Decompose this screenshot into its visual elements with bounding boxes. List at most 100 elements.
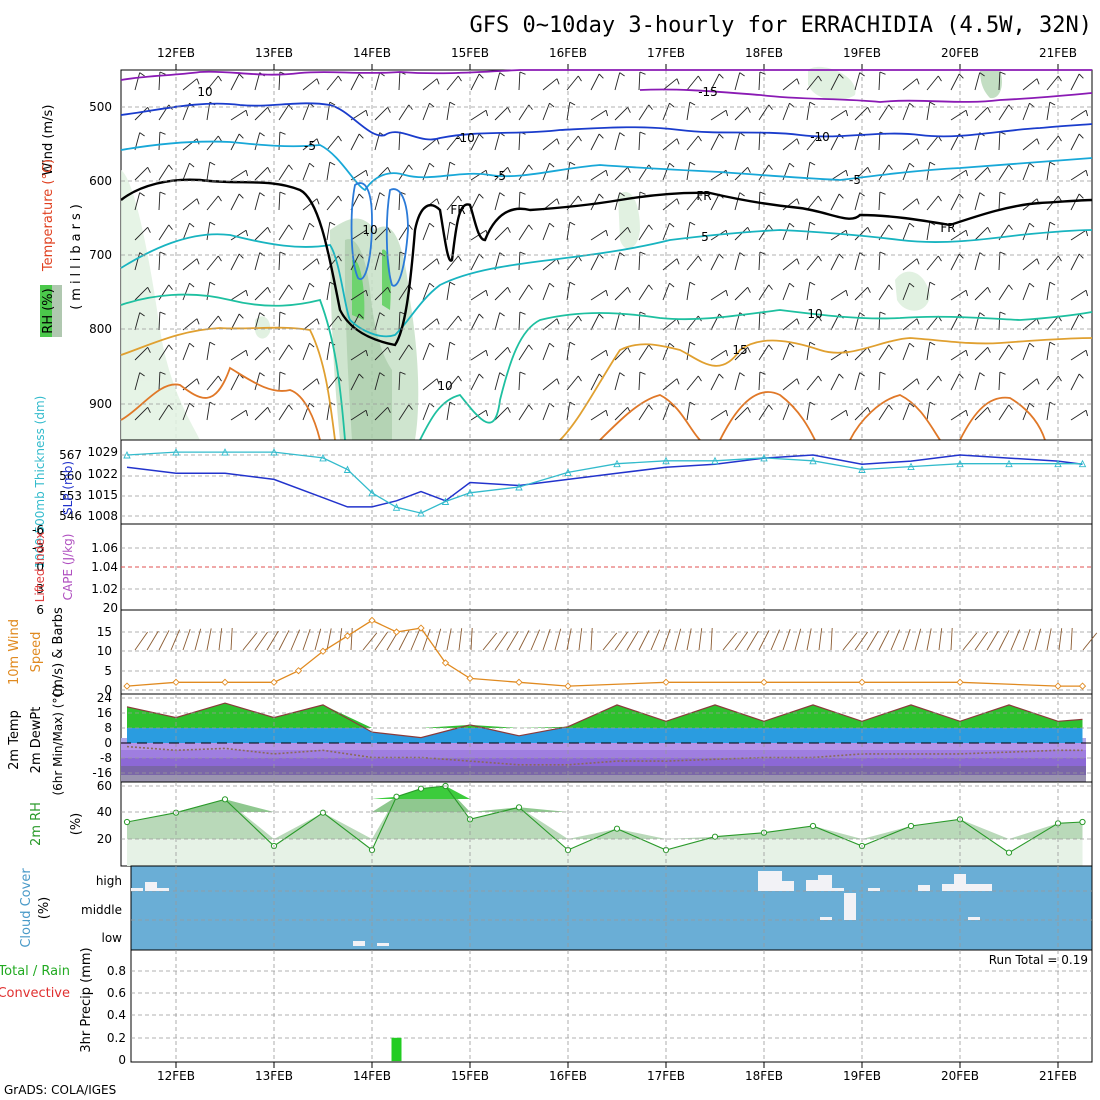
- cloud-block: [968, 917, 980, 920]
- wind-barb-shaft: [686, 255, 699, 271]
- wind-barb-flag: [436, 258, 440, 265]
- wind-barb-shaft: [830, 73, 840, 91]
- wind-barb-flag: [725, 110, 729, 117]
- wind-barb-shaft: [638, 284, 650, 301]
- wind-barb-shaft: [926, 102, 931, 121]
- wind-tick-label: 0: [104, 683, 112, 697]
- wind-barb-shaft: [206, 282, 211, 301]
- wind-barb-flag: [987, 407, 991, 413]
- wind-barb-shaft: [998, 284, 1010, 301]
- wind-barb-shaft: [950, 109, 967, 121]
- wind-barb-shaft: [758, 224, 770, 241]
- wind-barb-flag: [457, 315, 462, 322]
- wind-barb-shaft: [494, 346, 509, 361]
- wind-barb-shaft: [806, 162, 811, 181]
- wind10m-barb: [194, 628, 202, 651]
- wind-barb-flag: [718, 73, 724, 79]
- wind-barb-flag: [697, 135, 702, 142]
- wind-barb-shaft: [614, 166, 629, 181]
- wind-barb-flag: [937, 375, 942, 382]
- run-total: Run Total = 0.19: [989, 953, 1088, 967]
- wind-barb-flag: [499, 252, 505, 257]
- wind-barb-shaft: [782, 378, 798, 391]
- wind-barb-shaft: [374, 312, 381, 331]
- wind-barb-flag: [725, 410, 729, 417]
- wind-barb-flag: [909, 222, 915, 228]
- wind-barb-shaft: [254, 286, 269, 301]
- wind-barb-flag: [627, 227, 631, 233]
- wind-barb-flag: [627, 287, 631, 293]
- wind-barb-flag: [507, 167, 511, 173]
- wind-barb-shaft: [470, 349, 487, 361]
- wind-barb-flag: [879, 251, 886, 255]
- wind-speed-marker: [319, 647, 327, 655]
- wind-barb-flag: [337, 195, 342, 202]
- wind-barb-shaft: [374, 286, 389, 301]
- wind-barb-flag: [697, 75, 702, 82]
- wind-barb-flag: [937, 75, 942, 82]
- precip-tick-label: 0.4: [107, 1008, 126, 1022]
- wind-barb-shaft: [614, 72, 621, 91]
- wind-barb-shaft: [734, 192, 741, 211]
- wind10m-barb: [626, 630, 639, 651]
- wind-barb-flag: [507, 107, 511, 113]
- thickness-line: [126, 451, 1083, 514]
- wind10m-barb: [902, 629, 911, 651]
- wind10m-barb: [758, 630, 770, 651]
- wind-barb-shaft: [806, 282, 811, 301]
- wind-barb-shaft: [542, 343, 550, 361]
- top-date-label: 13FEB: [255, 46, 293, 60]
- wind-barb-flag: [556, 138, 560, 145]
- wind-barb-shaft: [566, 222, 571, 241]
- wind10m-barb: [566, 628, 572, 651]
- wind-barb-flag: [817, 195, 822, 202]
- wind-barb-flag: [627, 107, 631, 113]
- wind10m-barb: [350, 627, 353, 651]
- wind-barb-flag: [979, 312, 985, 317]
- ylabel-wind: Wind (m/s): [41, 105, 56, 176]
- contour-minus15: [120, 69, 1092, 81]
- wind-barb-shaft: [134, 252, 141, 271]
- wind-barb-shaft: [446, 222, 451, 241]
- wind-barb-shaft: [974, 252, 981, 271]
- precip-panel: 0.8 0.6 0.4 0.2 0 Run Total = 0.19 Total / R…: [0, 947, 1093, 1067]
- wind-barb-shaft: [590, 109, 607, 121]
- wind-barb-flag: [485, 290, 489, 297]
- wind-barb-shaft: [230, 253, 240, 271]
- wind-barb-shaft: [494, 372, 501, 391]
- wind-barb-flag: [999, 311, 1006, 315]
- wind-barb-shaft: [830, 373, 840, 391]
- wind-barb-flag: [288, 404, 293, 410]
- wind-barb-shaft: [734, 406, 749, 421]
- wind-barb-shaft: [278, 251, 281, 271]
- wind10m-barb: [638, 630, 650, 651]
- wind-barb-shaft: [638, 224, 650, 241]
- wind-barb-shaft: [614, 406, 629, 421]
- wind-barb-shaft: [710, 409, 727, 421]
- wind-barb-flag: [888, 164, 893, 170]
- wind-barb-flag: [958, 73, 964, 79]
- top-date-label: 16FEB: [549, 46, 587, 60]
- wind-barb-shaft: [878, 404, 890, 421]
- temp-tick-label: 8: [104, 721, 112, 735]
- wind10m-barb: [254, 631, 268, 651]
- wind10m-barb: [854, 631, 868, 651]
- wind-barb-flag: [245, 350, 249, 357]
- wind-barb-flag: [139, 312, 145, 317]
- wind-barb-flag: [1078, 193, 1084, 199]
- thickness-marker: [907, 462, 915, 471]
- wind-barb-shaft: [638, 371, 641, 391]
- wind-barb-shaft: [230, 313, 240, 331]
- wind-barb-flag: [577, 375, 582, 382]
- wind-barb-shaft: [686, 282, 691, 301]
- thickness-marker: [417, 509, 425, 517]
- wind-barb-shaft: [854, 226, 869, 241]
- wind-barb-shaft: [998, 191, 1001, 211]
- wind-barb-shaft: [590, 229, 607, 241]
- wind-barb-shaft: [302, 343, 310, 361]
- wind-barb-flag: [499, 192, 505, 197]
- wind-barb-shaft: [590, 409, 607, 421]
- contour-10b: [419, 309, 1093, 441]
- wind-barb-flag: [1057, 195, 1062, 202]
